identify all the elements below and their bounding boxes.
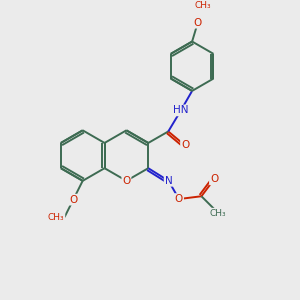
- Text: O: O: [69, 195, 77, 205]
- Text: O: O: [210, 174, 218, 184]
- Text: O: O: [122, 176, 130, 186]
- Text: O: O: [175, 194, 183, 204]
- Text: CH₃: CH₃: [48, 213, 64, 222]
- Text: CH₃: CH₃: [195, 1, 211, 10]
- Text: O: O: [181, 140, 189, 151]
- Text: CH₃: CH₃: [210, 208, 226, 217]
- Text: HN: HN: [173, 105, 189, 116]
- Text: O: O: [194, 18, 202, 28]
- Text: N: N: [165, 176, 172, 186]
